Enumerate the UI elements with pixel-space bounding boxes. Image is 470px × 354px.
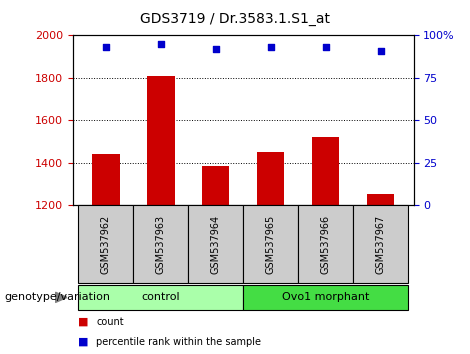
Point [212, 46, 219, 52]
Bar [257, 152, 284, 205]
Text: GSM537964: GSM537964 [211, 215, 221, 274]
Text: percentile rank within the sample: percentile rank within the sample [96, 337, 261, 347]
Bar [92, 154, 119, 205]
Point [322, 45, 329, 50]
Bar [147, 76, 174, 205]
Bar [243, 285, 408, 310]
Text: GSM537966: GSM537966 [321, 215, 331, 274]
Point [102, 45, 110, 50]
Text: count: count [96, 317, 124, 327]
Text: GSM537965: GSM537965 [266, 215, 276, 274]
Bar [78, 205, 133, 283]
Bar [243, 205, 298, 283]
Point [377, 48, 384, 53]
Bar [78, 285, 243, 310]
Text: ■: ■ [78, 317, 88, 327]
Text: GSM537967: GSM537967 [376, 215, 385, 274]
Text: GDS3719 / Dr.3583.1.S1_at: GDS3719 / Dr.3583.1.S1_at [140, 12, 330, 27]
Text: control: control [141, 292, 180, 302]
Bar [298, 205, 353, 283]
Text: genotype/variation: genotype/variation [5, 292, 111, 302]
Text: GSM537962: GSM537962 [101, 215, 111, 274]
Bar [367, 194, 394, 205]
Bar [312, 137, 339, 205]
Polygon shape [55, 292, 67, 302]
Bar [188, 205, 243, 283]
Text: ■: ■ [78, 337, 88, 347]
Point [267, 45, 274, 50]
Bar [353, 205, 408, 283]
Bar [133, 205, 188, 283]
Point [157, 41, 164, 47]
Text: GSM537963: GSM537963 [156, 215, 166, 274]
Bar [202, 166, 229, 205]
Text: Ovo1 morphant: Ovo1 morphant [282, 292, 369, 302]
